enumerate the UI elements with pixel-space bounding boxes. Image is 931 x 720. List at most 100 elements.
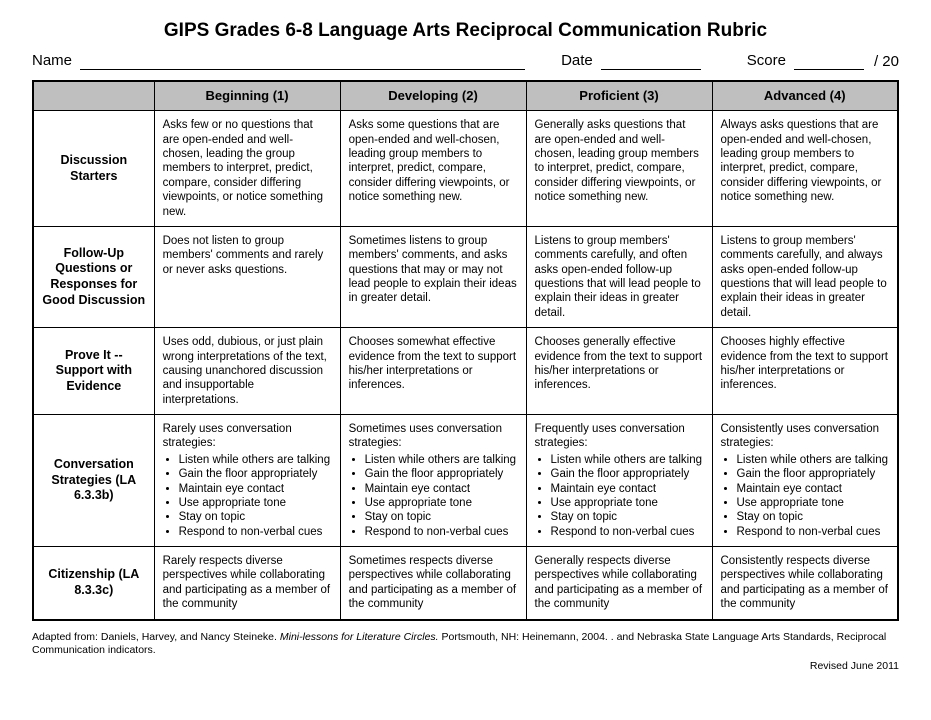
bullet-item: Maintain eye contact — [179, 482, 332, 496]
cell-bullets: Listen while others are talkingGain the … — [163, 453, 332, 539]
bullet-item: Listen while others are talking — [179, 453, 332, 467]
cell-text: Listens to group members' comments caref… — [535, 234, 704, 320]
col-header-developing: Developing (2) — [340, 81, 526, 111]
bullet-item: Stay on topic — [737, 510, 890, 524]
table-corner — [33, 81, 154, 111]
cell-text: Asks few or no questions that are open-e… — [163, 118, 332, 219]
score-label: Score — [747, 52, 786, 70]
bullet-item: Listen while others are talking — [551, 453, 704, 467]
cell-text: Generally respects diverse perspectives … — [535, 554, 704, 612]
rubric-cell: Consistently uses conversation strategie… — [712, 415, 898, 547]
bullet-item: Gain the floor appropriately — [365, 467, 518, 481]
cell-text: Listens to group members' comments caref… — [721, 234, 890, 320]
cell-text: Rarely respects diverse perspectives whi… — [163, 554, 332, 612]
cell-text: Consistently respects diverse perspectiv… — [721, 554, 890, 612]
rubric-cell: Generally asks questions that are open-e… — [526, 111, 712, 227]
bullet-item: Stay on topic — [551, 510, 704, 524]
rubric-cell: Chooses somewhat effective evidence from… — [340, 328, 526, 415]
cell-text: Consistently uses conversation strategie… — [721, 422, 890, 451]
rubric-cell: Chooses generally effective evidence fro… — [526, 328, 712, 415]
bullet-item: Maintain eye contact — [737, 482, 890, 496]
row-header: Discussion Starters — [33, 111, 154, 227]
bullet-item: Respond to non-verbal cues — [179, 525, 332, 539]
rubric-cell: Sometimes respects diverse perspectives … — [340, 547, 526, 620]
row-header: Prove It -- Support with Evidence — [33, 328, 154, 415]
rubric-cell: Frequently uses conversation strategies:… — [526, 415, 712, 547]
header-line: Name Date Score / 20 — [32, 52, 899, 70]
rubric-cell: Listens to group members' comments caref… — [526, 226, 712, 327]
rubric-cell: Asks some questions that are open-ended … — [340, 111, 526, 227]
cell-bullets: Listen while others are talkingGain the … — [721, 453, 890, 539]
page-title: GIPS Grades 6-8 Language Arts Reciprocal… — [32, 20, 899, 42]
cell-text: Does not listen to group members' commen… — [163, 234, 332, 277]
cell-bullets: Listen while others are talkingGain the … — [535, 453, 704, 539]
date-input[interactable] — [601, 53, 701, 70]
bullet-item: Gain the floor appropriately — [737, 467, 890, 481]
cell-text: Sometimes uses conversation strategies: — [349, 422, 518, 451]
rubric-cell: Always asks questions that are open-ende… — [712, 111, 898, 227]
bullet-item: Respond to non-verbal cues — [365, 525, 518, 539]
score-input[interactable] — [794, 53, 864, 70]
rubric-cell: Does not listen to group members' commen… — [154, 226, 340, 327]
rubric-cell: Rarely respects diverse perspectives whi… — [154, 547, 340, 620]
bullet-item: Maintain eye contact — [551, 482, 704, 496]
col-header-beginning: Beginning (1) — [154, 81, 340, 111]
table-row: Follow-Up Questions or Responses for Goo… — [33, 226, 898, 327]
table-row: Conversation Strategies (LA 6.3.3b)Rarel… — [33, 415, 898, 547]
bullet-item: Listen while others are talking — [737, 453, 890, 467]
bullet-item: Gain the floor appropriately — [179, 467, 332, 481]
bullet-item: Use appropriate tone — [365, 496, 518, 510]
cell-text: Uses odd, dubious, or just plain wrong i… — [163, 335, 332, 407]
bullet-item: Use appropriate tone — [179, 496, 332, 510]
revised-date: Revised June 2011 — [32, 660, 899, 672]
bullet-item: Maintain eye contact — [365, 482, 518, 496]
name-label: Name — [32, 52, 72, 70]
max-score: / 20 — [872, 53, 899, 70]
table-header-row: Beginning (1) Developing (2) Proficient … — [33, 81, 898, 111]
cell-text: Frequently uses conversation strategies: — [535, 422, 704, 451]
cell-text: Chooses highly effective evidence from t… — [721, 335, 890, 393]
footnote: Adapted from: Daniels, Harvey, and Nancy… — [32, 631, 899, 658]
cell-text: Asks some questions that are open-ended … — [349, 118, 518, 204]
bullet-item: Use appropriate tone — [737, 496, 890, 510]
cell-text: Chooses somewhat effective evidence from… — [349, 335, 518, 393]
table-row: Prove It -- Support with EvidenceUses od… — [33, 328, 898, 415]
col-header-proficient: Proficient (3) — [526, 81, 712, 111]
cell-text: Rarely uses conversation strategies: — [163, 422, 332, 451]
rubric-cell: Consistently respects diverse perspectiv… — [712, 547, 898, 620]
cell-text: Sometimes respects diverse perspectives … — [349, 554, 518, 612]
table-row: Citizenship (LA 8.3.3c)Rarely respects d… — [33, 547, 898, 620]
footnote-source-title: Mini-lessons for Literature Circles. — [280, 631, 439, 643]
rubric-cell: Chooses highly effective evidence from t… — [712, 328, 898, 415]
col-header-advanced: Advanced (4) — [712, 81, 898, 111]
rubric-cell: Uses odd, dubious, or just plain wrong i… — [154, 328, 340, 415]
table-row: Discussion StartersAsks few or no questi… — [33, 111, 898, 227]
bullet-item: Stay on topic — [365, 510, 518, 524]
cell-text: Generally asks questions that are open-e… — [535, 118, 704, 204]
bullet-item: Respond to non-verbal cues — [551, 525, 704, 539]
bullet-item: Gain the floor appropriately — [551, 467, 704, 481]
rubric-cell: Asks few or no questions that are open-e… — [154, 111, 340, 227]
date-label: Date — [561, 52, 593, 70]
name-input[interactable] — [80, 53, 525, 70]
rubric-table: Beginning (1) Developing (2) Proficient … — [32, 80, 899, 621]
rubric-cell: Generally respects diverse perspectives … — [526, 547, 712, 620]
rubric-cell: Sometimes listens to group members' comm… — [340, 226, 526, 327]
rubric-cell: Rarely uses conversation strategies:List… — [154, 415, 340, 547]
bullet-item: Listen while others are talking — [365, 453, 518, 467]
rubric-cell: Sometimes uses conversation strategies:L… — [340, 415, 526, 547]
cell-text: Chooses generally effective evidence fro… — [535, 335, 704, 393]
bullet-item: Respond to non-verbal cues — [737, 525, 890, 539]
bullet-item: Stay on topic — [179, 510, 332, 524]
rubric-body: Discussion StartersAsks few or no questi… — [33, 111, 898, 620]
row-header: Citizenship (LA 8.3.3c) — [33, 547, 154, 620]
bullet-item: Use appropriate tone — [551, 496, 704, 510]
cell-bullets: Listen while others are talkingGain the … — [349, 453, 518, 539]
page: GIPS Grades 6-8 Language Arts Reciprocal… — [0, 0, 931, 682]
footnote-prefix: Adapted from: Daniels, Harvey, and Nancy… — [32, 631, 280, 643]
rubric-cell: Listens to group members' comments caref… — [712, 226, 898, 327]
cell-text: Always asks questions that are open-ende… — [721, 118, 890, 204]
row-header: Follow-Up Questions or Responses for Goo… — [33, 226, 154, 327]
cell-text: Sometimes listens to group members' comm… — [349, 234, 518, 306]
row-header: Conversation Strategies (LA 6.3.3b) — [33, 415, 154, 547]
